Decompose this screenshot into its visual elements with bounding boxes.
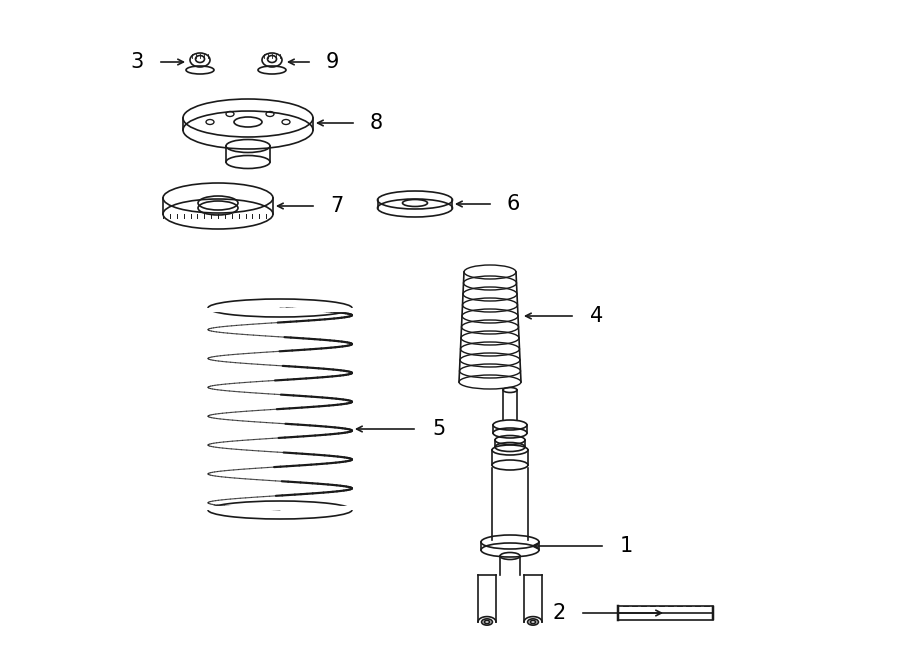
Text: 4: 4 — [590, 306, 603, 326]
Text: 7: 7 — [330, 196, 343, 216]
Text: 8: 8 — [370, 113, 383, 133]
Text: 1: 1 — [620, 536, 634, 556]
Text: 6: 6 — [507, 194, 520, 214]
Text: 5: 5 — [432, 419, 446, 439]
Text: 3: 3 — [130, 52, 144, 72]
Text: 2: 2 — [553, 603, 566, 623]
Text: 9: 9 — [326, 52, 339, 72]
